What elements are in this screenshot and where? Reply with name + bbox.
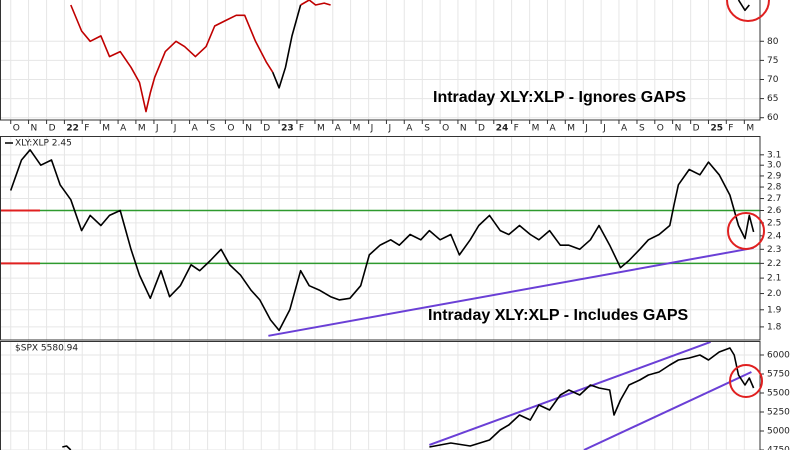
y-tick-label: 2.7: [767, 194, 781, 204]
x-tick-label: J: [173, 124, 177, 134]
x-tick-label: M: [746, 124, 754, 134]
y-tick-label: 6000: [767, 350, 790, 360]
y-tick-label: 2.8: [767, 183, 782, 193]
y-tick-label: 60: [767, 113, 779, 123]
x-tick-label: F: [299, 124, 304, 134]
x-tick-label: F: [84, 124, 89, 134]
x-tick-label: M: [532, 124, 540, 134]
x-tick-label: N: [675, 124, 682, 134]
y-tick-label: 2.2: [767, 259, 781, 269]
x-tick-label: O: [13, 124, 20, 134]
y-tick-label: 70: [767, 75, 779, 85]
x-tick-label: J: [584, 124, 588, 134]
panel-ratio-includes-gaps: [0, 136, 760, 340]
x-tick-label: J: [602, 124, 606, 134]
y-tick-label: 5250: [767, 407, 790, 417]
trendline: [583, 371, 752, 450]
y-tick-label: 3.0: [767, 161, 782, 171]
x-tick-label: N: [31, 124, 38, 134]
price-line: [70, 0, 331, 113]
x-tick-label: D: [49, 124, 56, 134]
x-tick-label: N: [245, 124, 252, 134]
x-tick-label: 24: [496, 124, 509, 134]
x-tick-label: J: [387, 124, 391, 134]
y-tick-label: 2.9: [767, 171, 782, 181]
y-tick-label: 75: [767, 56, 778, 66]
x-tick-label: M: [138, 124, 146, 134]
x-tick-label: M: [317, 124, 325, 134]
y-tick-label: 80: [767, 37, 779, 47]
y-tick-label: 3.1: [767, 150, 781, 160]
x-tick-label: D: [478, 124, 485, 134]
price-line: [62, 347, 755, 450]
x-tick-label: A: [406, 124, 413, 134]
trendline: [429, 341, 711, 446]
x-tick-label: O: [227, 124, 234, 134]
x-tick-label: A: [621, 124, 628, 134]
x-tick-label: F: [514, 124, 519, 134]
panel-frame: [0, 136, 761, 341]
y-tick-label: 2.0: [767, 289, 782, 299]
panel-label: XLY:XLP 2.45: [15, 139, 72, 149]
price-line: [9, 149, 755, 332]
x-tick-label: O: [442, 124, 449, 134]
panel-frame: [0, 0, 761, 121]
x-tick-label: M: [353, 124, 361, 134]
panel-ratio-ignores-gaps: [0, 0, 760, 120]
price-line: [271, 0, 750, 89]
x-tick-label: 22: [66, 124, 79, 134]
y-tick-label: 1.8: [767, 322, 782, 332]
y-tick-label: 1.9: [767, 305, 782, 315]
y-tick-label: 2.3: [767, 245, 781, 255]
x-tick-label: S: [210, 124, 216, 134]
x-tick-label: F: [728, 124, 733, 134]
y-tick-label: 2.1: [767, 274, 781, 284]
x-tick-label: S: [424, 124, 430, 134]
x-tick-label: J: [155, 124, 159, 134]
panel-label: $SPX 5580.94: [15, 344, 78, 354]
y-tick-label: 2.5: [767, 218, 781, 228]
x-tick-label: A: [549, 124, 556, 134]
x-tick-label: 23: [281, 124, 294, 134]
annotation: Intraday XLY:XLP - Includes GAPS: [428, 307, 689, 324]
highlight-circle: [729, 364, 763, 398]
panel-frame: [0, 341, 761, 450]
y-tick-label: 5750: [767, 369, 790, 379]
x-tick-label: O: [657, 124, 664, 134]
y-tick-label: 5000: [767, 426, 790, 436]
y-tick-label: 4750: [767, 446, 790, 450]
y-tick-label: 65: [767, 94, 778, 104]
x-tick-label: D: [263, 124, 270, 134]
x-tick-label: M: [102, 124, 110, 134]
y-tick-label: 2.6: [767, 206, 782, 216]
x-tick-label: A: [335, 124, 342, 134]
x-tick-label: N: [460, 124, 467, 134]
annotation: Intraday XLY:XLP - Ignores GAPS: [433, 89, 686, 106]
y-tick-label: 2.4: [767, 231, 782, 241]
x-tick-label: M: [567, 124, 575, 134]
x-tick-label: S: [639, 124, 645, 134]
panel-spx: [0, 341, 760, 450]
trendline: [268, 246, 754, 337]
x-tick-label: A: [120, 124, 127, 134]
x-tick-label: J: [370, 124, 374, 134]
highlight-circle: [726, 0, 770, 22]
x-tick-label: 25: [710, 124, 723, 134]
y-tick-label: 5500: [767, 388, 790, 398]
x-tick-label: A: [192, 124, 199, 134]
highlight-circle: [727, 212, 765, 250]
x-tick-label: D: [693, 124, 700, 134]
axes: O N D 22 F M A M J J A S O N D 23 F M A M J J A S O N D 24 F M A M J J A S O…: [10, 37, 790, 450]
